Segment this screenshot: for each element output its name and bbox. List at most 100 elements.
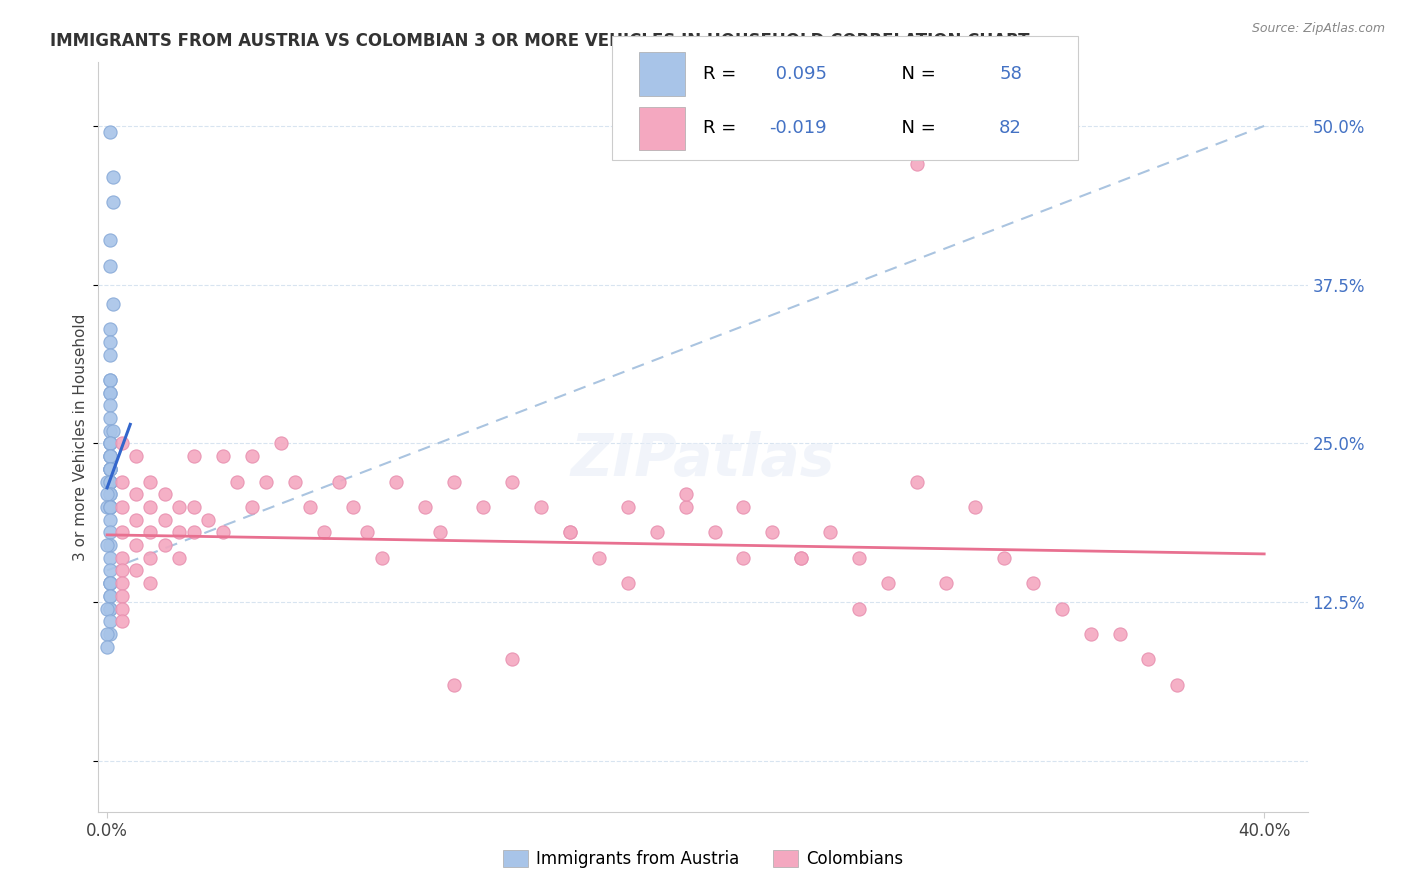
Point bbox=[101, 169, 124, 184]
Point bbox=[110, 500, 132, 514]
Point bbox=[443, 475, 465, 489]
Point bbox=[429, 525, 451, 540]
Point bbox=[98, 436, 121, 450]
Point bbox=[617, 576, 640, 591]
Point bbox=[98, 449, 121, 463]
Point bbox=[110, 601, 132, 615]
Point bbox=[125, 487, 148, 501]
Point bbox=[820, 525, 842, 540]
Point bbox=[183, 449, 205, 463]
Point bbox=[153, 538, 176, 552]
Point bbox=[935, 576, 957, 591]
Point bbox=[790, 550, 813, 565]
Point bbox=[125, 449, 148, 463]
Point bbox=[211, 449, 233, 463]
Point bbox=[98, 475, 121, 489]
Text: 58: 58 bbox=[1000, 65, 1022, 83]
Point bbox=[98, 449, 121, 463]
Point bbox=[96, 538, 118, 552]
Point bbox=[139, 550, 162, 565]
Text: N =: N = bbox=[890, 120, 942, 137]
Point bbox=[98, 500, 121, 514]
Point bbox=[342, 500, 364, 514]
Point bbox=[226, 475, 249, 489]
Point bbox=[371, 550, 394, 565]
Point bbox=[169, 550, 191, 565]
Point bbox=[98, 462, 121, 476]
Point bbox=[98, 576, 121, 591]
Point bbox=[98, 627, 121, 641]
Point bbox=[98, 500, 121, 514]
Legend: Immigrants from Austria, Colombians: Immigrants from Austria, Colombians bbox=[496, 843, 910, 875]
Point bbox=[96, 627, 118, 641]
Point bbox=[197, 513, 219, 527]
Text: R =: R = bbox=[703, 120, 742, 137]
Point bbox=[385, 475, 408, 489]
Point bbox=[848, 601, 870, 615]
Point bbox=[733, 550, 755, 565]
Text: Source: ZipAtlas.com: Source: ZipAtlas.com bbox=[1251, 22, 1385, 36]
Point bbox=[101, 297, 124, 311]
Point bbox=[98, 347, 121, 361]
Point bbox=[98, 475, 121, 489]
Point bbox=[98, 576, 121, 591]
Point bbox=[98, 233, 121, 247]
Point bbox=[1080, 627, 1102, 641]
Point bbox=[703, 525, 725, 540]
Point bbox=[98, 601, 121, 615]
Point bbox=[98, 449, 121, 463]
Point bbox=[905, 157, 928, 171]
Point bbox=[110, 550, 132, 565]
Point bbox=[98, 487, 121, 501]
Point bbox=[98, 538, 121, 552]
Point bbox=[240, 500, 263, 514]
Point bbox=[617, 500, 640, 514]
Point bbox=[169, 525, 191, 540]
Point bbox=[110, 475, 132, 489]
Point bbox=[284, 475, 307, 489]
Point bbox=[98, 398, 121, 412]
Point bbox=[1022, 576, 1045, 591]
Point bbox=[183, 525, 205, 540]
Point bbox=[1166, 678, 1188, 692]
Point bbox=[98, 462, 121, 476]
Point bbox=[98, 334, 121, 349]
Point bbox=[98, 322, 121, 336]
Point bbox=[98, 385, 121, 400]
Point bbox=[98, 259, 121, 273]
Point bbox=[98, 576, 121, 591]
FancyBboxPatch shape bbox=[638, 53, 685, 95]
Point bbox=[675, 487, 697, 501]
Text: IMMIGRANTS FROM AUSTRIA VS COLOMBIAN 3 OR MORE VEHICLES IN HOUSEHOLD CORRELATION: IMMIGRANTS FROM AUSTRIA VS COLOMBIAN 3 O… bbox=[51, 32, 1029, 50]
Point bbox=[501, 652, 523, 666]
Point bbox=[125, 513, 148, 527]
Point bbox=[530, 500, 553, 514]
Point bbox=[1137, 652, 1160, 666]
Point bbox=[240, 449, 263, 463]
Point bbox=[356, 525, 378, 540]
Point bbox=[98, 500, 121, 514]
Point bbox=[98, 487, 121, 501]
Point bbox=[110, 589, 132, 603]
Point bbox=[848, 550, 870, 565]
Point bbox=[98, 373, 121, 387]
FancyBboxPatch shape bbox=[638, 107, 685, 150]
Point bbox=[98, 500, 121, 514]
Point bbox=[1108, 627, 1130, 641]
Point bbox=[98, 589, 121, 603]
Point bbox=[963, 500, 986, 514]
Point bbox=[98, 550, 121, 565]
Point bbox=[110, 436, 132, 450]
Point bbox=[328, 475, 350, 489]
Text: N =: N = bbox=[890, 65, 942, 83]
Point bbox=[645, 525, 668, 540]
Point bbox=[270, 436, 292, 450]
Point bbox=[98, 436, 121, 450]
Point bbox=[169, 500, 191, 514]
Point bbox=[110, 563, 132, 577]
Point bbox=[183, 500, 205, 514]
Point bbox=[1050, 601, 1073, 615]
Point bbox=[312, 525, 335, 540]
Point bbox=[98, 563, 121, 577]
Point bbox=[98, 513, 121, 527]
